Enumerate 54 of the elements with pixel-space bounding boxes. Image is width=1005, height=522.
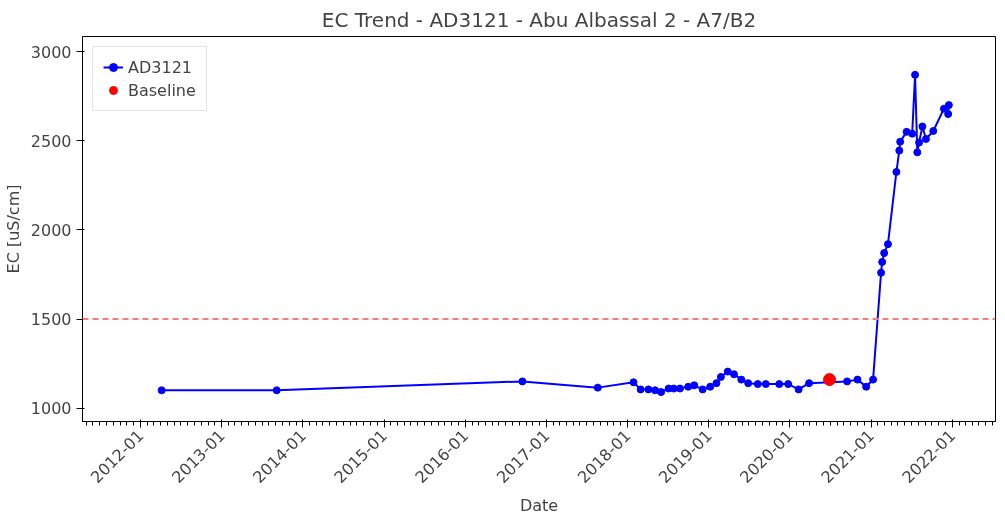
point: [895, 146, 904, 155]
point: [883, 240, 892, 249]
y-tick-label: 2000: [30, 220, 72, 240]
point: [929, 126, 938, 135]
point: [706, 382, 715, 391]
point: [911, 70, 920, 79]
point: [593, 383, 602, 392]
point: [644, 385, 653, 394]
y-tick-label: 2500: [30, 131, 72, 151]
point: [843, 377, 852, 386]
point: [805, 379, 814, 388]
point: [744, 379, 753, 388]
point: [272, 386, 281, 395]
point: [716, 372, 725, 381]
legend-label: Baseline: [128, 80, 196, 100]
y-tick-label: 1000: [30, 399, 72, 419]
point: [753, 380, 762, 389]
point: [908, 129, 917, 138]
point: [157, 386, 166, 395]
y-axis-title: EC [uS/cm]: [3, 184, 23, 274]
legend-label: AD3121: [128, 57, 192, 77]
point: [775, 380, 784, 389]
point: [794, 385, 803, 394]
x-axis-title: Date: [519, 496, 559, 516]
point: [921, 135, 930, 143]
point: [712, 379, 721, 388]
point: [518, 377, 527, 386]
point: [853, 375, 862, 384]
point: [698, 385, 707, 394]
point: [915, 138, 924, 147]
point: [629, 378, 638, 387]
point: [729, 370, 738, 379]
point: [657, 388, 666, 397]
point: [877, 268, 886, 277]
point: [878, 257, 887, 266]
point: [880, 249, 889, 258]
point: [892, 167, 901, 176]
point: [944, 110, 953, 119]
point: [869, 375, 878, 384]
point: [636, 385, 645, 394]
point: [784, 380, 793, 389]
point: [862, 382, 871, 391]
y-tick-label: 1500: [30, 310, 72, 330]
point: [913, 148, 922, 157]
point: [723, 367, 732, 376]
point: [918, 122, 927, 131]
point: [761, 380, 770, 389]
y-tick-label: 3000: [30, 42, 72, 62]
point: [823, 373, 837, 387]
point: [896, 137, 905, 146]
point: [944, 101, 953, 110]
point: [690, 381, 699, 390]
chart-title: EC Trend - AD3121 - Abu Albassal 2 - A7/B2: [321, 7, 757, 32]
point: [737, 375, 746, 384]
